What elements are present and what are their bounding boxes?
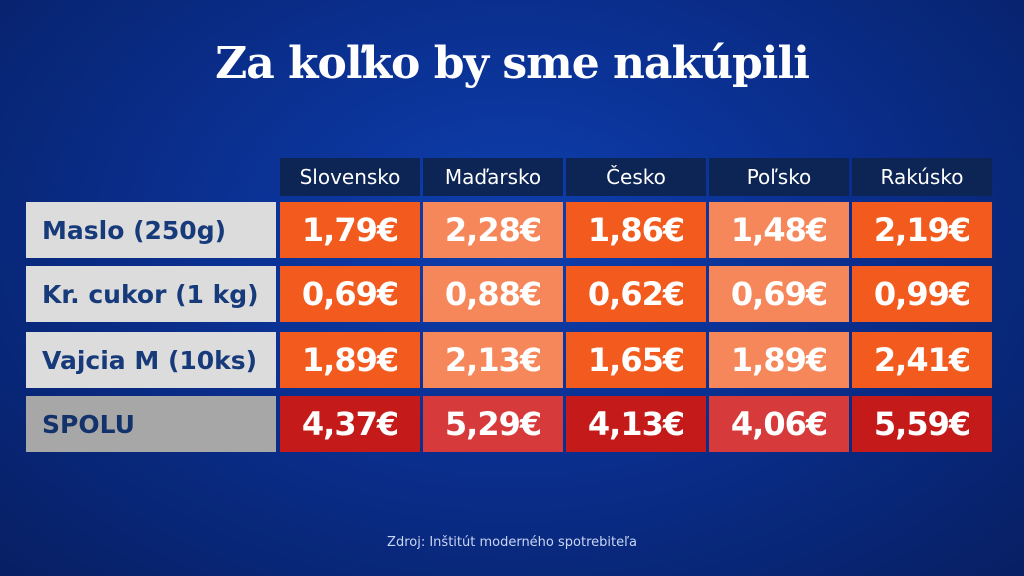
- value-cell-r1-c4: 1,48€: [709, 202, 849, 258]
- value-cell-r2-c5: 0,99€: [852, 266, 992, 322]
- value-cell-r2-c2: 0,88€: [423, 266, 563, 322]
- value-cell-r2-c3: 0,62€: [566, 266, 706, 322]
- value-cell-r3-c5: 2,41€: [852, 332, 992, 388]
- value-cell-r4-c3: 4,13€: [566, 396, 706, 452]
- column-header-3: Česko: [566, 158, 706, 196]
- value-cell-r3-c4: 1,89€: [709, 332, 849, 388]
- column-header-5: Rakúsko: [852, 158, 992, 196]
- value-cell-r4-c4: 4,06€: [709, 396, 849, 452]
- source-note: Zdroj: Inštitút moderného spotrebiteľa: [387, 535, 637, 550]
- row-label-1: Maslo (250g): [26, 202, 276, 258]
- value-cell-r1-c5: 2,19€: [852, 202, 992, 258]
- value-cell-r4-c5: 5,59€: [852, 396, 992, 452]
- value-cell-r3-c1: 1,89€: [280, 332, 420, 388]
- value-cell-r1-c2: 2,28€: [423, 202, 563, 258]
- value-cell-r2-c1: 0,69€: [280, 266, 420, 322]
- row-label-4: SPOLU: [26, 396, 276, 452]
- column-header-4: Poľsko: [709, 158, 849, 196]
- row-label-2: Kr. cukor (1 kg): [26, 266, 276, 322]
- column-header-1: Slovensko: [280, 158, 420, 196]
- row-label-3: Vajcia M (10ks): [26, 332, 276, 388]
- value-cell-r1-c1: 1,79€: [280, 202, 420, 258]
- value-cell-r1-c3: 1,86€: [566, 202, 706, 258]
- chart-title: Za koľko by sme nakúpili: [215, 38, 810, 89]
- column-header-2: Maďarsko: [423, 158, 563, 196]
- value-cell-r4-c1: 4,37€: [280, 396, 420, 452]
- value-cell-r3-c2: 2,13€: [423, 332, 563, 388]
- value-cell-r4-c2: 5,29€: [423, 396, 563, 452]
- value-cell-r3-c3: 1,65€: [566, 332, 706, 388]
- value-cell-r2-c4: 0,69€: [709, 266, 849, 322]
